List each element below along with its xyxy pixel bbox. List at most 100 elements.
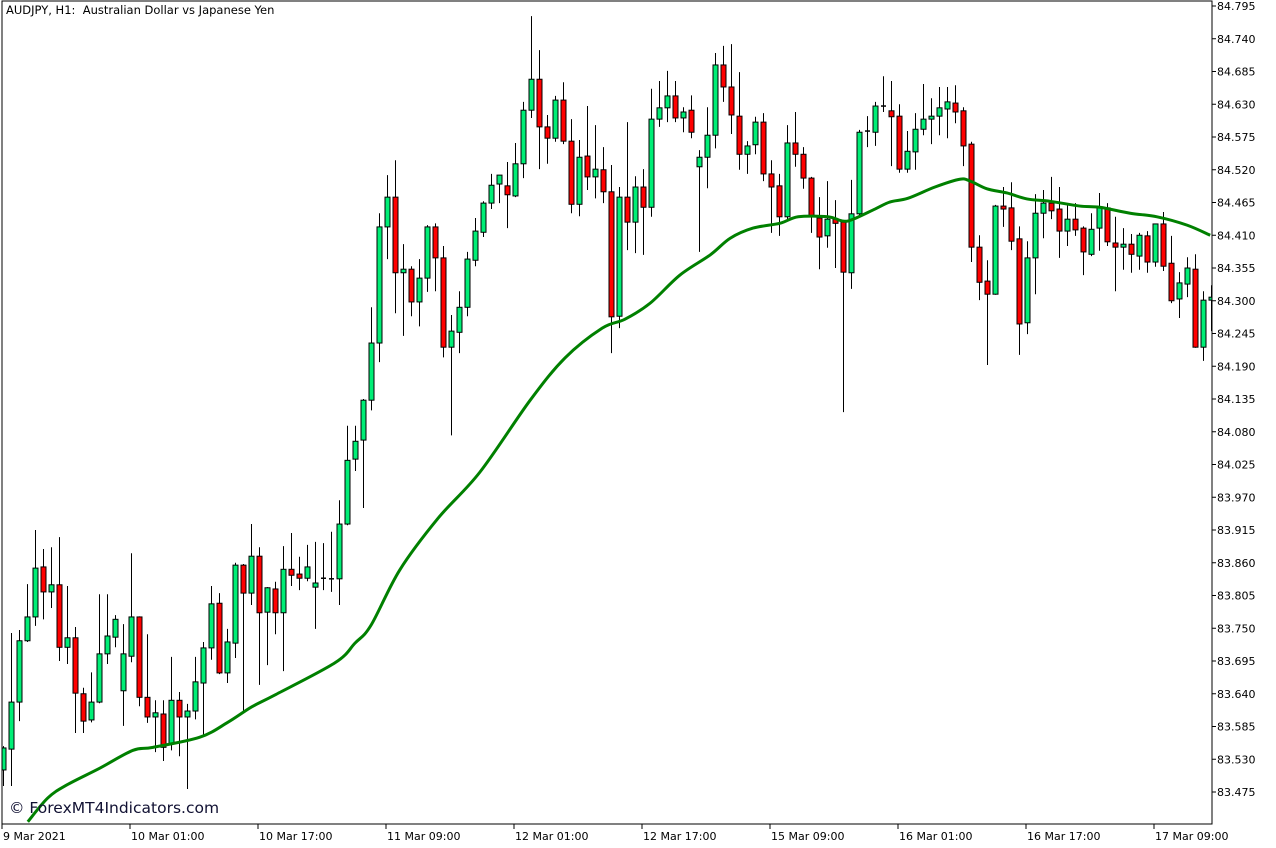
candle — [464, 251, 471, 317]
candle-body-bull — [416, 277, 423, 303]
candle — [568, 119, 575, 214]
candle — [232, 562, 239, 659]
candle — [920, 84, 927, 136]
candle-body-bear — [560, 99, 567, 142]
time-tick-label: 16 Mar 01:00 — [899, 830, 972, 843]
candle — [480, 201, 487, 238]
candle — [360, 399, 367, 508]
candle — [64, 585, 71, 664]
candle-body-bull — [528, 78, 535, 111]
price-tick-label: 84.355 — [1217, 262, 1256, 275]
candle — [968, 141, 975, 263]
candle-body-bull — [472, 230, 479, 261]
candle — [584, 106, 591, 190]
candle-body-bull — [16, 640, 23, 703]
candle — [248, 524, 255, 606]
candle — [856, 129, 863, 217]
candle-body-bull — [1200, 299, 1207, 348]
candle — [865, 116, 870, 148]
candle-body-bull — [944, 101, 951, 110]
candle-body-bull — [400, 268, 407, 274]
candle — [536, 50, 543, 170]
candle-body-bear — [1128, 243, 1135, 255]
candle — [200, 641, 207, 735]
candle — [504, 162, 511, 229]
candle — [512, 142, 519, 198]
candles-layer — [2, 16, 1212, 790]
candle-body-bear — [1008, 207, 1015, 242]
time-tick-label: 17 Mar 09:00 — [1155, 830, 1228, 843]
candle — [496, 174, 503, 204]
candle — [1040, 189, 1047, 239]
candle — [256, 547, 263, 685]
candle — [376, 213, 383, 363]
candle — [640, 169, 647, 255]
candle-body-bear — [952, 102, 959, 113]
candle-body-bear — [1056, 208, 1063, 232]
candle — [728, 44, 735, 135]
candle-body-bull — [64, 637, 71, 648]
candle-body-bull — [48, 584, 55, 593]
candle — [848, 179, 855, 289]
candle — [768, 160, 775, 233]
candle-body-bear — [504, 185, 511, 196]
price-tick-label: 84.685 — [1217, 66, 1256, 79]
candle — [32, 530, 39, 626]
candle — [736, 72, 743, 170]
candle — [1160, 212, 1167, 271]
candle — [16, 630, 23, 722]
candle — [216, 593, 223, 675]
candle-body-bear — [736, 115, 743, 155]
price-tick-label: 84.795 — [1217, 0, 1256, 13]
price-tick-label: 83.640 — [1217, 688, 1256, 701]
candle-body-bear — [816, 217, 823, 238]
candle — [976, 235, 983, 301]
candle-body-bull — [784, 142, 791, 218]
candle-body-bull — [488, 184, 495, 204]
candle — [128, 553, 135, 663]
candle — [744, 141, 751, 174]
candle — [224, 628, 231, 684]
candle-body-bear — [600, 169, 607, 193]
candle-body-bear — [256, 555, 263, 614]
candle — [1200, 291, 1207, 361]
candle — [1072, 203, 1079, 236]
candle-body-bull — [208, 603, 215, 649]
candle — [96, 594, 103, 704]
candle — [48, 547, 55, 609]
candle-body-bear — [584, 155, 591, 178]
candle-body-bear — [272, 588, 279, 614]
candle — [1080, 226, 1087, 276]
candle-body-bull — [224, 641, 231, 674]
candle-body-bear — [976, 246, 983, 283]
candle — [1056, 187, 1063, 258]
candle-body-bear — [160, 713, 167, 748]
candle-body-bear — [624, 196, 631, 223]
candle-body-bull — [872, 105, 879, 133]
candle — [552, 95, 559, 142]
price-tick-label: 84.465 — [1217, 197, 1256, 210]
chart-title: AUDJPY, H1: Australian Dollar vs Japanes… — [6, 3, 275, 17]
candle — [296, 556, 303, 591]
candle — [56, 537, 63, 661]
candle-body-bull — [1136, 234, 1143, 257]
candle-body-bull — [616, 196, 623, 317]
candle — [472, 217, 479, 267]
candle — [160, 700, 167, 762]
candle-body-bear — [1112, 242, 1119, 248]
candle-body-bull — [992, 205, 999, 295]
candle-body-bull — [2, 747, 7, 771]
candle — [544, 114, 551, 164]
candle-body-bull — [936, 107, 943, 117]
candle — [688, 95, 695, 139]
candle-body-bear — [136, 616, 143, 698]
candle-body-bear — [896, 115, 903, 170]
candle-body-bull — [1040, 202, 1047, 214]
candle-body-bull — [632, 186, 639, 223]
candle-body-bear — [760, 121, 767, 175]
candle — [896, 104, 903, 173]
candle-body-bear — [1000, 205, 1007, 210]
candle-body-bull — [480, 202, 487, 233]
candle — [928, 98, 935, 145]
